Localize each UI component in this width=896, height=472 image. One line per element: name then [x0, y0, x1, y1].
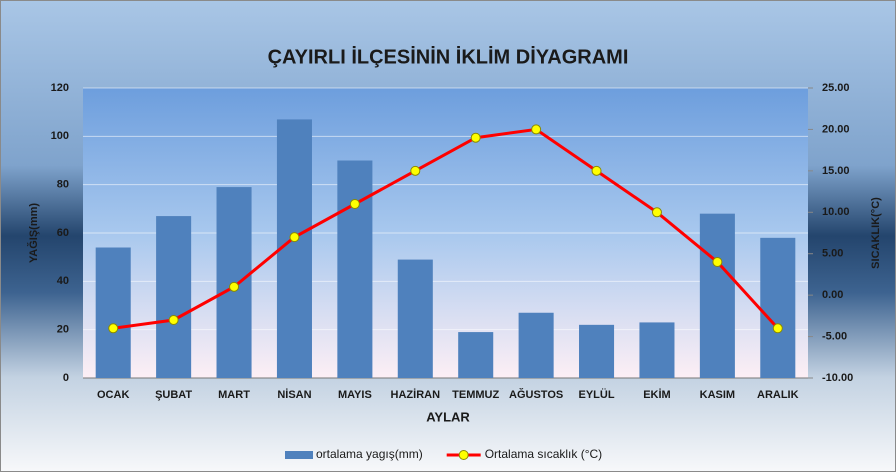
- line-marker: [410, 165, 421, 176]
- line-marker: [591, 165, 602, 176]
- bar: [458, 332, 494, 378]
- line: [113, 127, 779, 330]
- y2-tick-label: -10.00: [822, 372, 853, 384]
- x-tick-label: MART: [218, 389, 250, 401]
- line-marker: [470, 132, 481, 143]
- y-tick-label: 60: [57, 227, 69, 239]
- x-tick-label: KASIM: [700, 389, 735, 401]
- x-tick-label: ARALIK: [757, 389, 799, 401]
- bar: [579, 324, 615, 378]
- bar: [518, 312, 554, 378]
- y-tick-label: 0: [63, 372, 69, 384]
- bar: [699, 213, 735, 378]
- x-tick-label: MAYIS: [338, 389, 372, 401]
- line-marker: [108, 323, 119, 334]
- legend-swatch: [458, 450, 469, 460]
- y-tick-label: 100: [51, 130, 69, 142]
- bar: [276, 119, 312, 379]
- y-axis-title: YAĞIŞ(mm): [27, 203, 40, 263]
- x-tick-label: HAZİRAN: [391, 388, 441, 401]
- x-tick-label: TEMMUZ: [452, 389, 499, 401]
- y2-tick-label: 20.00: [822, 123, 850, 135]
- y2-tick-label: -5.00: [822, 330, 847, 342]
- line-marker: [712, 257, 723, 267]
- x-tick-label: NİSAN: [277, 388, 311, 401]
- legend-label: ortalama yagış(mm): [316, 447, 423, 461]
- x-tick-label: ŞUBAT: [155, 389, 192, 401]
- bar: [760, 237, 796, 378]
- x-axis-title: AYLAR: [426, 409, 470, 424]
- legend-label: Ortalama sıcaklık (°C): [485, 447, 602, 461]
- y-tick-label: 40: [57, 275, 69, 287]
- line-marker: [531, 124, 542, 135]
- bar: [639, 322, 675, 378]
- x-tick-label: AĞUSTOS: [509, 388, 563, 401]
- bar: [337, 160, 373, 378]
- y2-tick-label: 5.00: [822, 248, 843, 260]
- bar: [397, 259, 433, 378]
- bar: [156, 216, 192, 378]
- chart-title: ÇAYIRLI İLÇESİNİN İKLİM DİYAGRAMI: [268, 45, 629, 68]
- line-marker: [651, 207, 662, 218]
- x-tick-label: OCAK: [97, 389, 129, 401]
- line-marker: [229, 281, 240, 292]
- line-marker: [772, 323, 783, 334]
- y-tick-label: 80: [57, 179, 69, 191]
- x-tick-label: EKİM: [643, 388, 671, 401]
- legend-swatch: [285, 451, 313, 459]
- x-tick-label: EYLÜL: [579, 388, 615, 401]
- y-tick-label: 20: [57, 324, 69, 336]
- line-marker: [289, 232, 300, 243]
- line-marker: [349, 199, 360, 209]
- y2-tick-label: 0.00: [822, 289, 843, 301]
- y2-tick-label: 25.00: [822, 82, 850, 94]
- y2-axis-title: SICAKLIK(°C): [870, 197, 882, 269]
- y2-tick-label: 10.00: [822, 206, 850, 218]
- bar: [95, 247, 131, 378]
- y-tick-label: 120: [51, 82, 69, 94]
- line-marker: [168, 315, 179, 325]
- y2-tick-label: 15.00: [822, 165, 850, 177]
